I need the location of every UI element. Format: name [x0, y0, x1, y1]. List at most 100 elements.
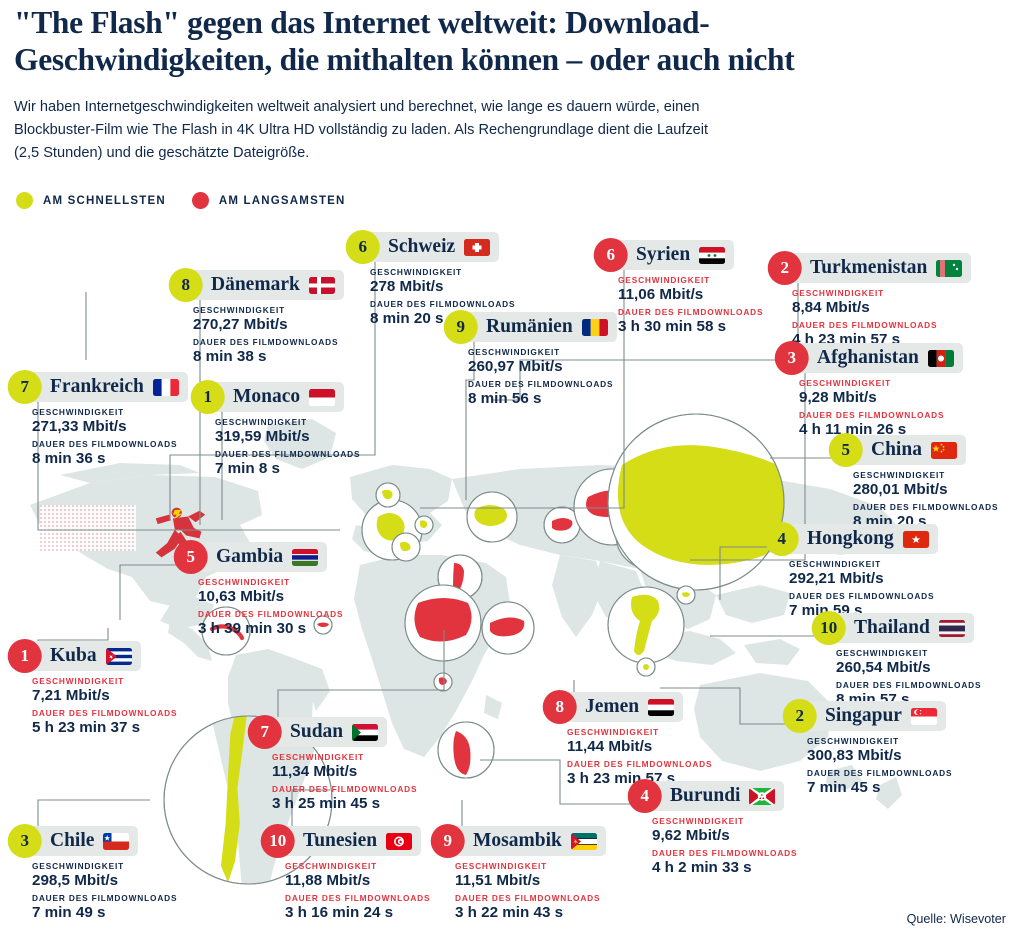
- duration-label: DAUER DES FILMDOWNLOADS: [215, 449, 361, 459]
- duration-value: 5 h 23 min 37 s: [32, 719, 141, 736]
- card-metrics: GESCHWINDIGKEIT 270,27 Mbit/s DAUER DES FI…: [183, 304, 344, 366]
- speed-label: GESCHWINDIGKEIT: [836, 648, 929, 658]
- country-card-frankreich[interactable]: Frankreich 7 GESCHWINDIGKEIT 271,33 Mbit/s D…: [7, 370, 188, 470]
- rank-badge: 6: [345, 230, 380, 264]
- country-pill: Frankreich: [22, 372, 188, 402]
- card-header: Rumänien 9: [443, 310, 617, 344]
- duration-value: 7 min 49 s: [32, 904, 106, 921]
- country-card-syrien[interactable]: Syrien 6 GESCHWINDIGKEIT 11,06 Mbit/s DAUER …: [593, 238, 763, 338]
- speed-value: 319,59 Mbit/s: [215, 428, 310, 445]
- card-header: Monaco 1: [190, 380, 345, 414]
- country-pill: Afghanistan: [789, 343, 963, 373]
- country-card-sudan[interactable]: Sudan 7 GESCHWINDIGKEIT 11,34 Mbit/s DAUER D…: [247, 715, 417, 815]
- header: "The Flash" gegen das Internet weltweit:…: [14, 4, 1014, 165]
- country-pill: Mosambik: [445, 826, 606, 856]
- card-header: Burundi 4: [627, 779, 785, 813]
- country-card-mosambik[interactable]: Mosambik 9 GESCHWINDIGKEIT 11,51 Mbit/s DAUE…: [430, 824, 606, 924]
- speed-label: GESCHWINDIGKEIT: [215, 417, 308, 427]
- country-card-china[interactable]: China 5 GESCHWINDIGKEIT 280,01 Mbit/s DAUER …: [828, 433, 998, 533]
- speed-label: GESCHWINDIGKEIT: [32, 861, 125, 871]
- source-note: Quelle: Wisevoter: [906, 912, 1006, 926]
- callout-sudan: [404, 584, 482, 662]
- country-card-hongkong[interactable]: Hongkong 4 GESCHWINDIGKEIT 292,21 Mbit/s DAU…: [764, 522, 938, 622]
- country-pill: Rumänien: [458, 312, 617, 342]
- speed-value: 9,62 Mbit/s: [652, 827, 730, 844]
- card-header: Tunesien 10: [260, 824, 422, 858]
- card-metrics: GESCHWINDIGKEIT 298,5 Mbit/s DAUER DES FIL…: [22, 860, 177, 922]
- card-header: Turkmenistan 2: [767, 251, 972, 285]
- country-card-burundi[interactable]: Burundi 4 GESCHWINDIGKEIT 9,62 Mbit/s DAUER …: [627, 779, 797, 879]
- country-card-chile[interactable]: Chile 3 GESCHWINDIGKEIT 298,5 Mbit/s DAUER D…: [7, 824, 177, 924]
- flag-icon-ch: [464, 238, 491, 256]
- country-card-thailand[interactable]: Thailand 10 GESCHWINDIGKEIT 260,54 Mbit/s DA…: [811, 611, 981, 711]
- country-card-rumnien[interactable]: Rumänien 9 GESCHWINDIGKEIT 260,97 Mbit/s DAU…: [443, 310, 617, 410]
- flag-icon-gm: [292, 548, 319, 566]
- duration-label: DAUER DES FILMDOWNLOADS: [455, 893, 601, 903]
- rank-badge: 2: [782, 699, 817, 733]
- country-card-tunesien[interactable]: Tunesien 10 GESCHWINDIGKEIT 11,88 Mbit/s DAU…: [260, 824, 430, 924]
- card-header: Hongkong 4: [764, 522, 938, 556]
- rank-badge: 6: [593, 238, 628, 272]
- country-name: Chile: [50, 830, 95, 852]
- country-pill: Burundi: [642, 781, 785, 811]
- duration-label: DAUER DES FILMDOWNLOADS: [792, 320, 938, 330]
- country-name: Singapur: [825, 705, 902, 727]
- speed-label: GESCHWINDIGKEIT: [468, 347, 561, 357]
- rank-badge: 9: [430, 824, 465, 858]
- card-header: Syrien 6: [593, 238, 735, 272]
- card-metrics: GESCHWINDIGKEIT 292,21 Mbit/s DAUER DES FI…: [779, 558, 938, 620]
- country-name: Sudan: [290, 721, 344, 743]
- rank-badge: 8: [168, 268, 203, 302]
- card-metrics: GESCHWINDIGKEIT 11,06 Mbit/s DAUER DES FIL…: [608, 274, 763, 336]
- country-pill: Chile: [22, 826, 139, 856]
- speed-value: 9,28 Mbit/s: [799, 389, 877, 406]
- country-card-afghanistan[interactable]: Afghanistan 3 GESCHWINDIGKEIT 9,28 Mbit/s DA…: [774, 341, 963, 441]
- rank-badge: 1: [190, 380, 225, 414]
- rank-badge: 3: [774, 341, 809, 375]
- card-header: Frankreich 7: [7, 370, 188, 404]
- country-name: Monaco: [233, 386, 301, 408]
- callout-singapur: [636, 657, 656, 677]
- card-metrics: GESCHWINDIGKEIT 11,34 Mbit/s DAUER DES FIL…: [262, 751, 417, 813]
- rank-badge: 10: [811, 611, 846, 645]
- card-header: Singapur 2: [782, 699, 946, 733]
- flag-icon-tn: [386, 832, 413, 850]
- country-name: Turkmenistan: [810, 257, 928, 279]
- country-card-singapur[interactable]: Singapur 2 GESCHWINDIGKEIT 300,83 Mbit/s DAU…: [782, 699, 952, 799]
- card-metrics: GESCHWINDIGKEIT 280,01 Mbit/s DAUER DES FI…: [843, 469, 998, 531]
- speed-value: 11,34 Mbit/s: [272, 763, 358, 780]
- speed-value: 11,51 Mbit/s: [455, 872, 541, 889]
- rank-badge: 10: [260, 824, 295, 858]
- flag-icon-cn: [930, 441, 957, 459]
- country-card-gambia[interactable]: Gambia 5 GESCHWINDIGKEIT 10,63 Mbit/s DAUER …: [173, 540, 343, 640]
- country-card-dnemark[interactable]: Dänemark 8 GESCHWINDIGKEIT 270,27 Mbit/s DAU…: [168, 268, 344, 368]
- speed-value: 280,01 Mbit/s: [853, 481, 948, 498]
- flag-icon-cl: [103, 832, 130, 850]
- speed-label: GESCHWINDIGKEIT: [853, 470, 946, 480]
- country-name: Rumänien: [486, 316, 573, 338]
- duration-value: 8 min 56 s: [468, 390, 542, 407]
- card-metrics: GESCHWINDIGKEIT 8,84 Mbit/s DAUER DES FILM…: [782, 287, 971, 349]
- duration-label: DAUER DES FILMDOWNLOADS: [618, 307, 764, 317]
- rank-badge: 7: [7, 370, 42, 404]
- country-card-kuba[interactable]: Kuba 1 GESCHWINDIGKEIT 7,21 Mbit/s DAUER DES…: [7, 639, 177, 739]
- duration-value: 3 h 39 min 30 s: [198, 620, 307, 637]
- callout-kuba: [201, 606, 251, 656]
- speed-label: GESCHWINDIGKEIT: [32, 407, 125, 417]
- duration-label: DAUER DES FILMDOWNLOADS: [789, 591, 935, 601]
- duration-value: 8 min 20 s: [370, 310, 444, 327]
- speed-label: GESCHWINDIGKEIT: [370, 267, 463, 277]
- duration-label: DAUER DES FILMDOWNLOADS: [272, 784, 418, 794]
- card-metrics: GESCHWINDIGKEIT 9,62 Mbit/s DAUER DES FILM…: [642, 815, 797, 877]
- country-card-monaco[interactable]: Monaco 1 GESCHWINDIGKEIT 319,59 Mbit/s DAUER…: [190, 380, 361, 480]
- country-pill: Turkmenistan: [782, 253, 972, 283]
- speed-value: 7,21 Mbit/s: [32, 687, 110, 704]
- country-card-jemen[interactable]: Jemen 8 GESCHWINDIGKEIT 11,44 Mbit/s DAUER D…: [542, 690, 712, 790]
- duration-label: DAUER DES FILMDOWNLOADS: [799, 410, 945, 420]
- duration-value: 7 min 45 s: [807, 779, 881, 796]
- country-pill: Gambia: [188, 542, 328, 572]
- duration-label: DAUER DES FILMDOWNLOADS: [32, 893, 178, 903]
- card-header: Thailand 10: [811, 611, 974, 645]
- country-card-schweiz[interactable]: Schweiz 6 GESCHWINDIGKEIT 278 Mbit/s DAUER D…: [345, 230, 515, 330]
- country-card-turkmenistan[interactable]: Turkmenistan 2 GESCHWINDIGKEIT 8,84 Mbit/s D…: [767, 251, 972, 351]
